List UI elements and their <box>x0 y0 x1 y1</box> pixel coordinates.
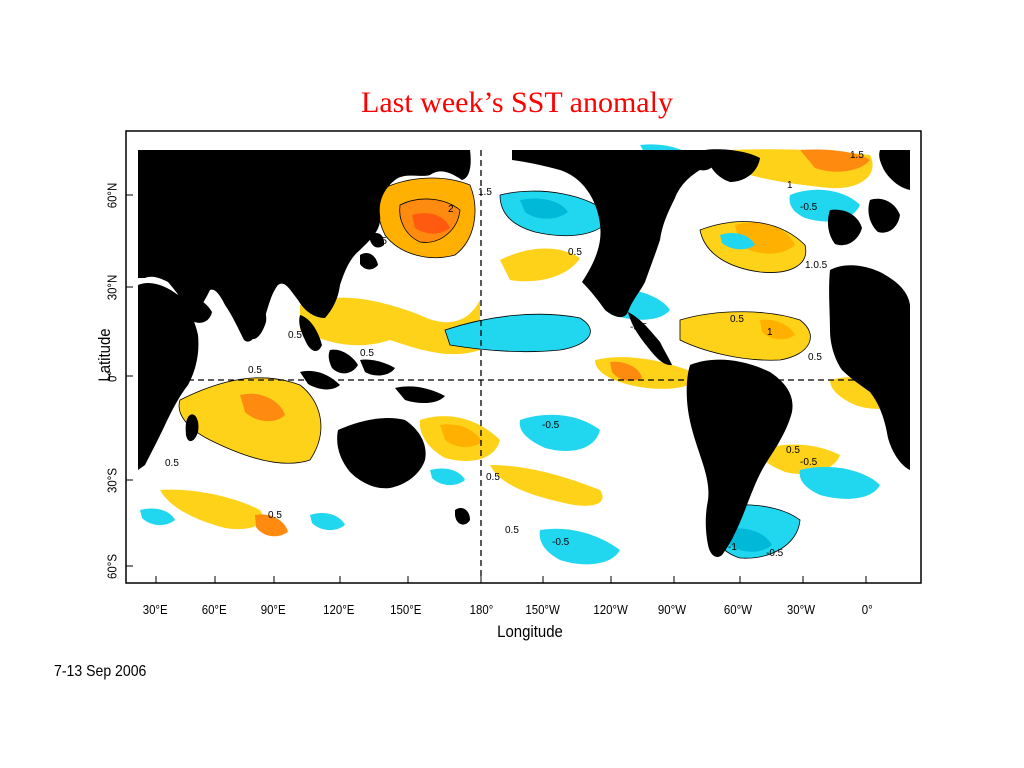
x-tick-label: 0° <box>861 602 873 617</box>
contour-label: 1 <box>787 180 793 191</box>
x-tick-label: 120°W <box>593 602 628 617</box>
contour-label: 0.5 <box>505 525 519 536</box>
contour-label: 1.5 <box>478 187 492 198</box>
contour-label: 0.5 <box>568 247 582 258</box>
y-axis-ticks <box>126 194 133 567</box>
contour-label: -0.5 <box>800 202 818 213</box>
land-masses <box>138 149 910 557</box>
contour-label: 0.5 <box>808 352 822 363</box>
x-tick-label: 150°E <box>390 602 422 617</box>
x-tick-label: 30°W <box>786 602 816 617</box>
contour-label: 0.5 <box>268 510 282 521</box>
contour-label: 0.5 <box>373 236 387 247</box>
x-tick-label: 150°W <box>525 602 560 617</box>
y-tick-label: 30°S <box>104 468 120 493</box>
x-tick-label: 90°E <box>260 602 286 617</box>
x-axis-ticks <box>155 576 867 583</box>
contour-label: 0.5 <box>880 389 894 400</box>
y-tick-label: 60°S <box>104 554 120 579</box>
contour-label: -1 <box>728 542 737 553</box>
slide-title: Last week’s SST anomaly <box>361 86 673 119</box>
contour-label: 2 <box>448 204 454 215</box>
contour-label: 0.5 <box>288 330 302 341</box>
contour-label-group: 0.5 0.5 0.5 0.5 0.8 -0.5 0.5 1 0.5 0.5 -… <box>165 150 894 559</box>
contour-label: -0.5 <box>552 537 570 548</box>
contour-label: -0.5 <box>630 322 648 333</box>
contour-label: 0.5 <box>248 365 262 376</box>
x-tick-label: 180° <box>469 602 494 617</box>
contour-label: 0.5 <box>786 445 800 456</box>
contour-label: -0.5 <box>766 548 784 559</box>
contour-label: 1 <box>767 327 773 338</box>
contour-label: 0.5 <box>486 472 500 483</box>
x-tick-label: 120°E <box>323 602 355 617</box>
contour-label: 0.8 <box>604 280 618 291</box>
y-tick-label: 0° <box>104 371 120 382</box>
x-tick-label: 90°W <box>657 602 687 617</box>
contour-label: 0.5 <box>730 314 744 325</box>
contour-label: -0.5 <box>800 457 818 468</box>
y-tick-label: 60°N <box>104 182 120 209</box>
date-range-label: 7-13 Sep 2006 <box>54 663 147 680</box>
x-tick-label: 60°E <box>201 602 227 617</box>
y-tick-label: 30°N <box>104 274 120 301</box>
contour-lines <box>178 177 811 559</box>
contour-label: 0.5 <box>360 348 374 359</box>
x-tick-label: 30°E <box>142 602 168 617</box>
x-tick-label: 60°W <box>723 602 753 617</box>
contour-label: 1.0.5 <box>805 260 828 271</box>
contour-label: 1.5 <box>850 150 864 161</box>
contour-label: 0.5 <box>165 458 179 469</box>
x-axis-title: Longitude <box>497 622 563 641</box>
contour-label: -0.5 <box>542 420 560 431</box>
